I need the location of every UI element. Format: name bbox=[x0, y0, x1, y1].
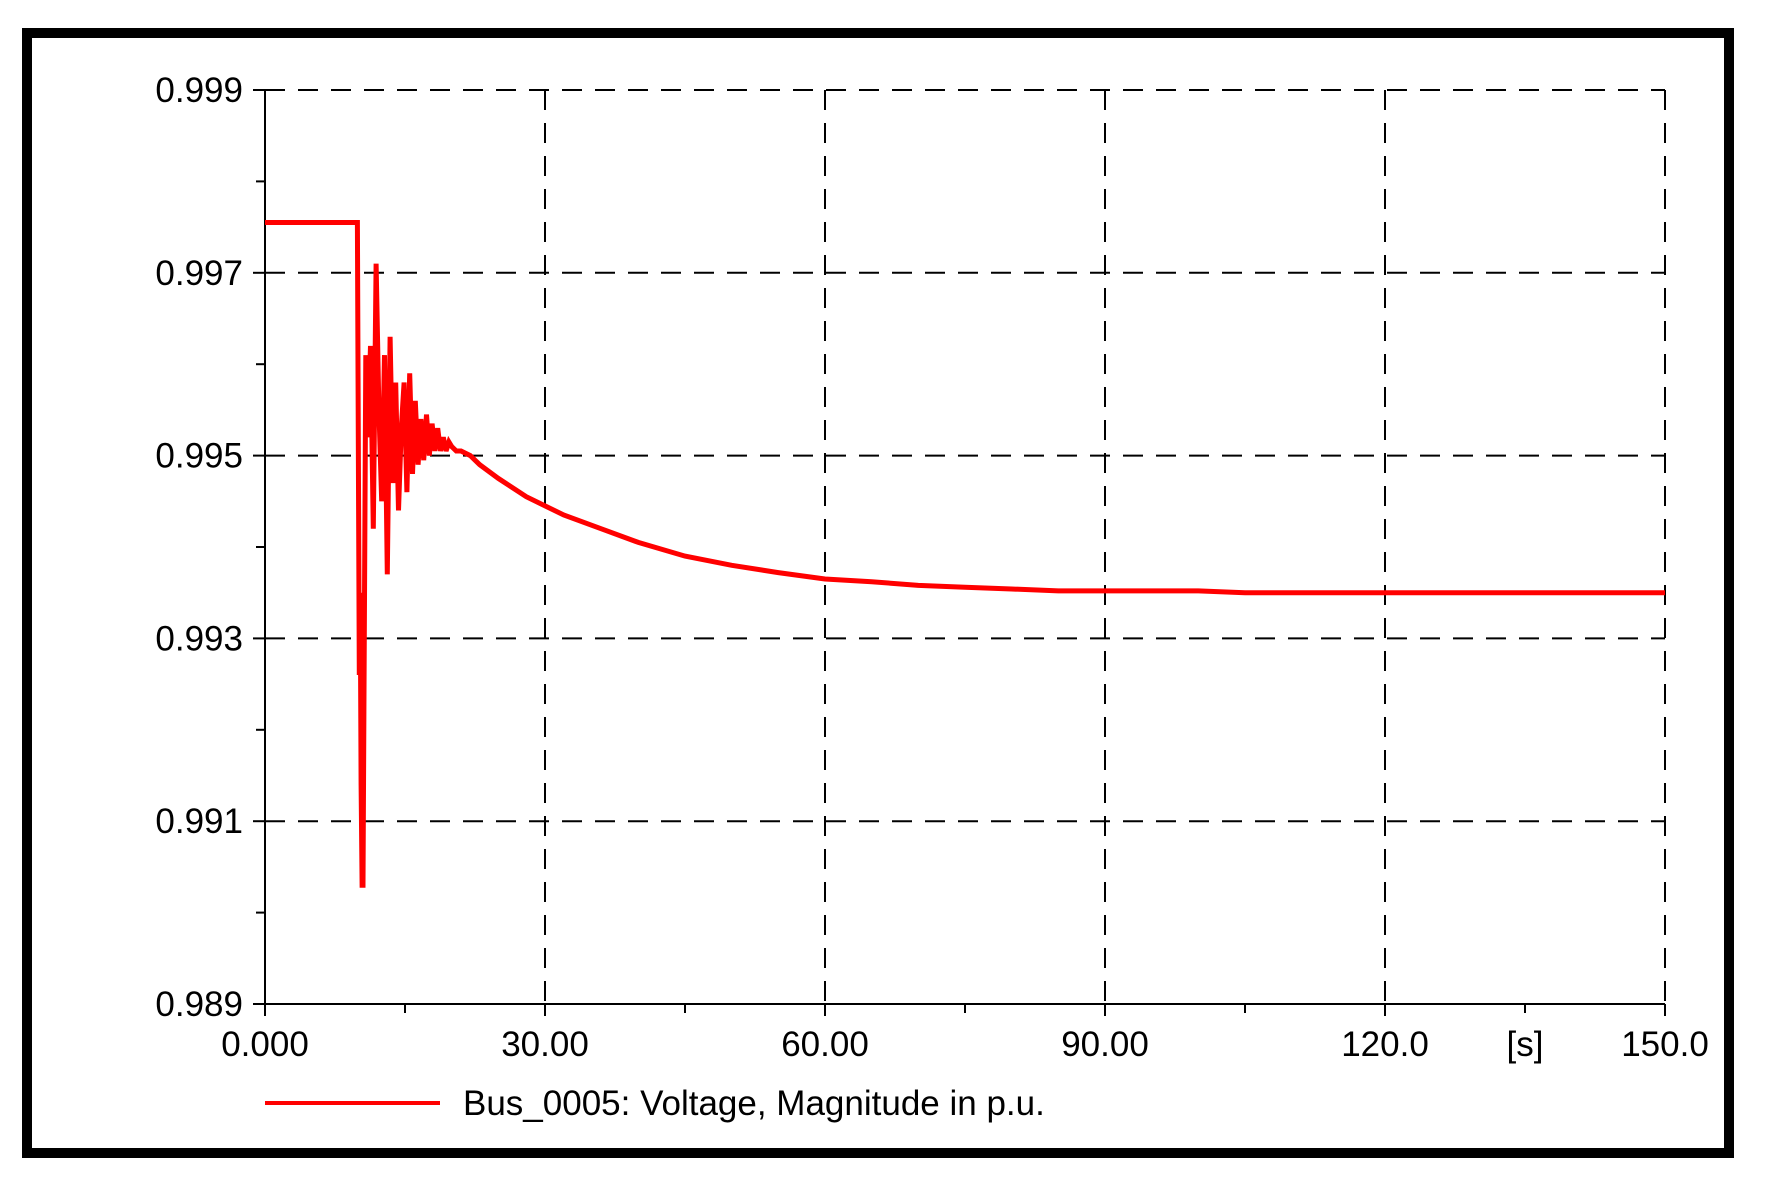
x-tick-label: 90.00 bbox=[1061, 1025, 1149, 1064]
y-tick-label: 0.993 bbox=[155, 619, 243, 658]
axes bbox=[264, 90, 1665, 1005]
series-line-voltage bbox=[265, 220, 1665, 888]
x-tick-label: 60.00 bbox=[781, 1025, 869, 1064]
legend: Bus_0005: Voltage, Magnitude in p.u. bbox=[265, 1084, 1045, 1123]
x-unit-label: [s] bbox=[1507, 1025, 1544, 1064]
x-tick-label: 30.00 bbox=[501, 1025, 589, 1064]
x-tick-label: 0.000 bbox=[221, 1025, 309, 1064]
x-tick-label: 150.0 bbox=[1621, 1025, 1709, 1064]
y-tick-label: 0.991 bbox=[155, 802, 243, 841]
y-tick-label: 0.999 bbox=[155, 71, 243, 110]
legend-label: Bus_0005: Voltage, Magnitude in p.u. bbox=[463, 1084, 1045, 1123]
grid bbox=[265, 89, 1666, 1004]
x-tick-label: 120.0 bbox=[1341, 1025, 1429, 1064]
y-tick-label: 0.997 bbox=[155, 254, 243, 293]
y-tick-label: 0.995 bbox=[155, 437, 243, 476]
ticks: 0.989 0.991 0.993 0.995 0.997 0.999 0.000 30.00… bbox=[155, 71, 1708, 1064]
series-layer bbox=[265, 220, 1665, 888]
y-tick-label: 0.989 bbox=[155, 985, 243, 1024]
